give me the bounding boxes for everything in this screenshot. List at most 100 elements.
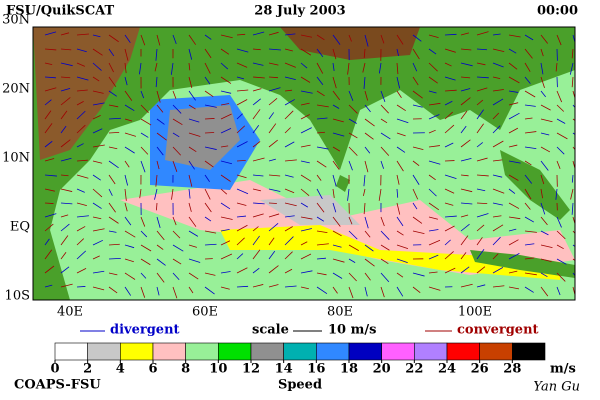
wind-arrow [204,243,217,246]
wind-arrow [92,115,101,120]
colorbar-tick-label: 26 [471,362,489,377]
wind-arrow [556,244,564,250]
wind-arrow [556,286,561,296]
wind-arrow [60,188,73,192]
wind-arrow [188,202,192,212]
wind-arrow [92,160,103,164]
wind-arrow [492,188,505,194]
wind-arrow [124,62,127,74]
wind-arrow [492,202,503,206]
wind-arrow [284,141,295,148]
wind-arrow [188,244,197,248]
wind-arrow [268,158,276,162]
wind-arrow [60,97,71,106]
wind-arrow [252,48,261,51]
wind-arrow [124,34,131,43]
wind-arrow [348,132,358,139]
wind-arrow [492,112,500,120]
wind-arrow [268,87,281,92]
wind-arrow [332,244,342,248]
wind-arrow [540,244,553,249]
wind-arrow [460,110,468,120]
wind-arrow [76,110,86,120]
wind-arrow [92,62,102,71]
lat-label: 30N [2,13,30,28]
wind-arrow [204,146,217,150]
wind-arrow [76,268,87,274]
wind-arrow [348,34,352,42]
wind-arrow [188,90,196,101]
wind-arrow [220,253,233,260]
wind-arrow [220,174,231,182]
wind-arrow [108,188,113,196]
wind-arrow [412,174,420,185]
wind-arrow [444,124,455,134]
wind-arrow [172,216,177,226]
wind-arrow [124,272,136,280]
wind-arrow [428,76,438,84]
wind-arrow [220,286,230,290]
wind-arrow [556,230,566,240]
wind-arrow [300,102,310,106]
wind-arrow [188,160,195,170]
wind-arrow [556,216,562,228]
wind-arrow [236,125,246,134]
wind-arrow [140,216,146,227]
wind-arrow [428,62,438,72]
wind-arrow [556,132,568,140]
wind-arrow [348,160,353,171]
wind-arrow [268,284,279,288]
colorbar-box [152,342,186,361]
wind-arrow [524,174,533,184]
wind-arrow [540,76,545,88]
wind-arrow [524,202,531,210]
wind-arrow [140,104,149,114]
wind-arrow [204,160,214,168]
wind-arrow [92,34,101,38]
wind-arrow [396,188,399,198]
wind-arrow [44,48,57,51]
wind-arrow [300,202,309,208]
wind-arrow [540,174,545,185]
wind-arrow [412,146,424,151]
wind-arrow [140,132,149,138]
wind-arrow [268,202,277,204]
wind-arrow [428,271,438,274]
wind-arrow [268,139,278,148]
wind-arrow [460,174,469,177]
wind-arrow [284,215,295,218]
wind-arrow [236,285,249,288]
wind-arrow [476,31,489,36]
wind-arrow [572,118,575,121]
lat-label: 10N [2,151,30,166]
wind-arrow [524,146,537,150]
wind-arrow [156,258,166,266]
wind-arrow [44,87,57,92]
wind-arrow [492,33,501,36]
wind-arrow [444,76,456,81]
wind-arrow [508,90,519,93]
wind-arrow [108,286,118,294]
wind-arrow [92,188,103,198]
wind-arrow [76,48,87,53]
wind-arrow [108,117,121,120]
wind-arrow [396,230,404,236]
colorbar-tick-label: 14 [275,362,293,377]
wind-arrow [476,76,489,79]
wind-arrow [220,90,232,94]
wind-arrow [316,62,324,74]
wind-arrow [92,144,105,148]
wind-arrow [540,188,543,199]
colorbar-box [250,342,284,361]
wind-arrow [524,272,537,276]
wind-arrow [332,90,341,101]
wind-arrow [155,76,158,88]
wind-arrow [380,132,391,140]
wind-arrow [364,34,369,47]
colorbar-box [120,342,154,361]
wind-arrow [300,127,312,134]
wind-arrow [428,254,439,260]
wind-arrow [44,213,57,218]
wind-arrow [172,104,182,114]
